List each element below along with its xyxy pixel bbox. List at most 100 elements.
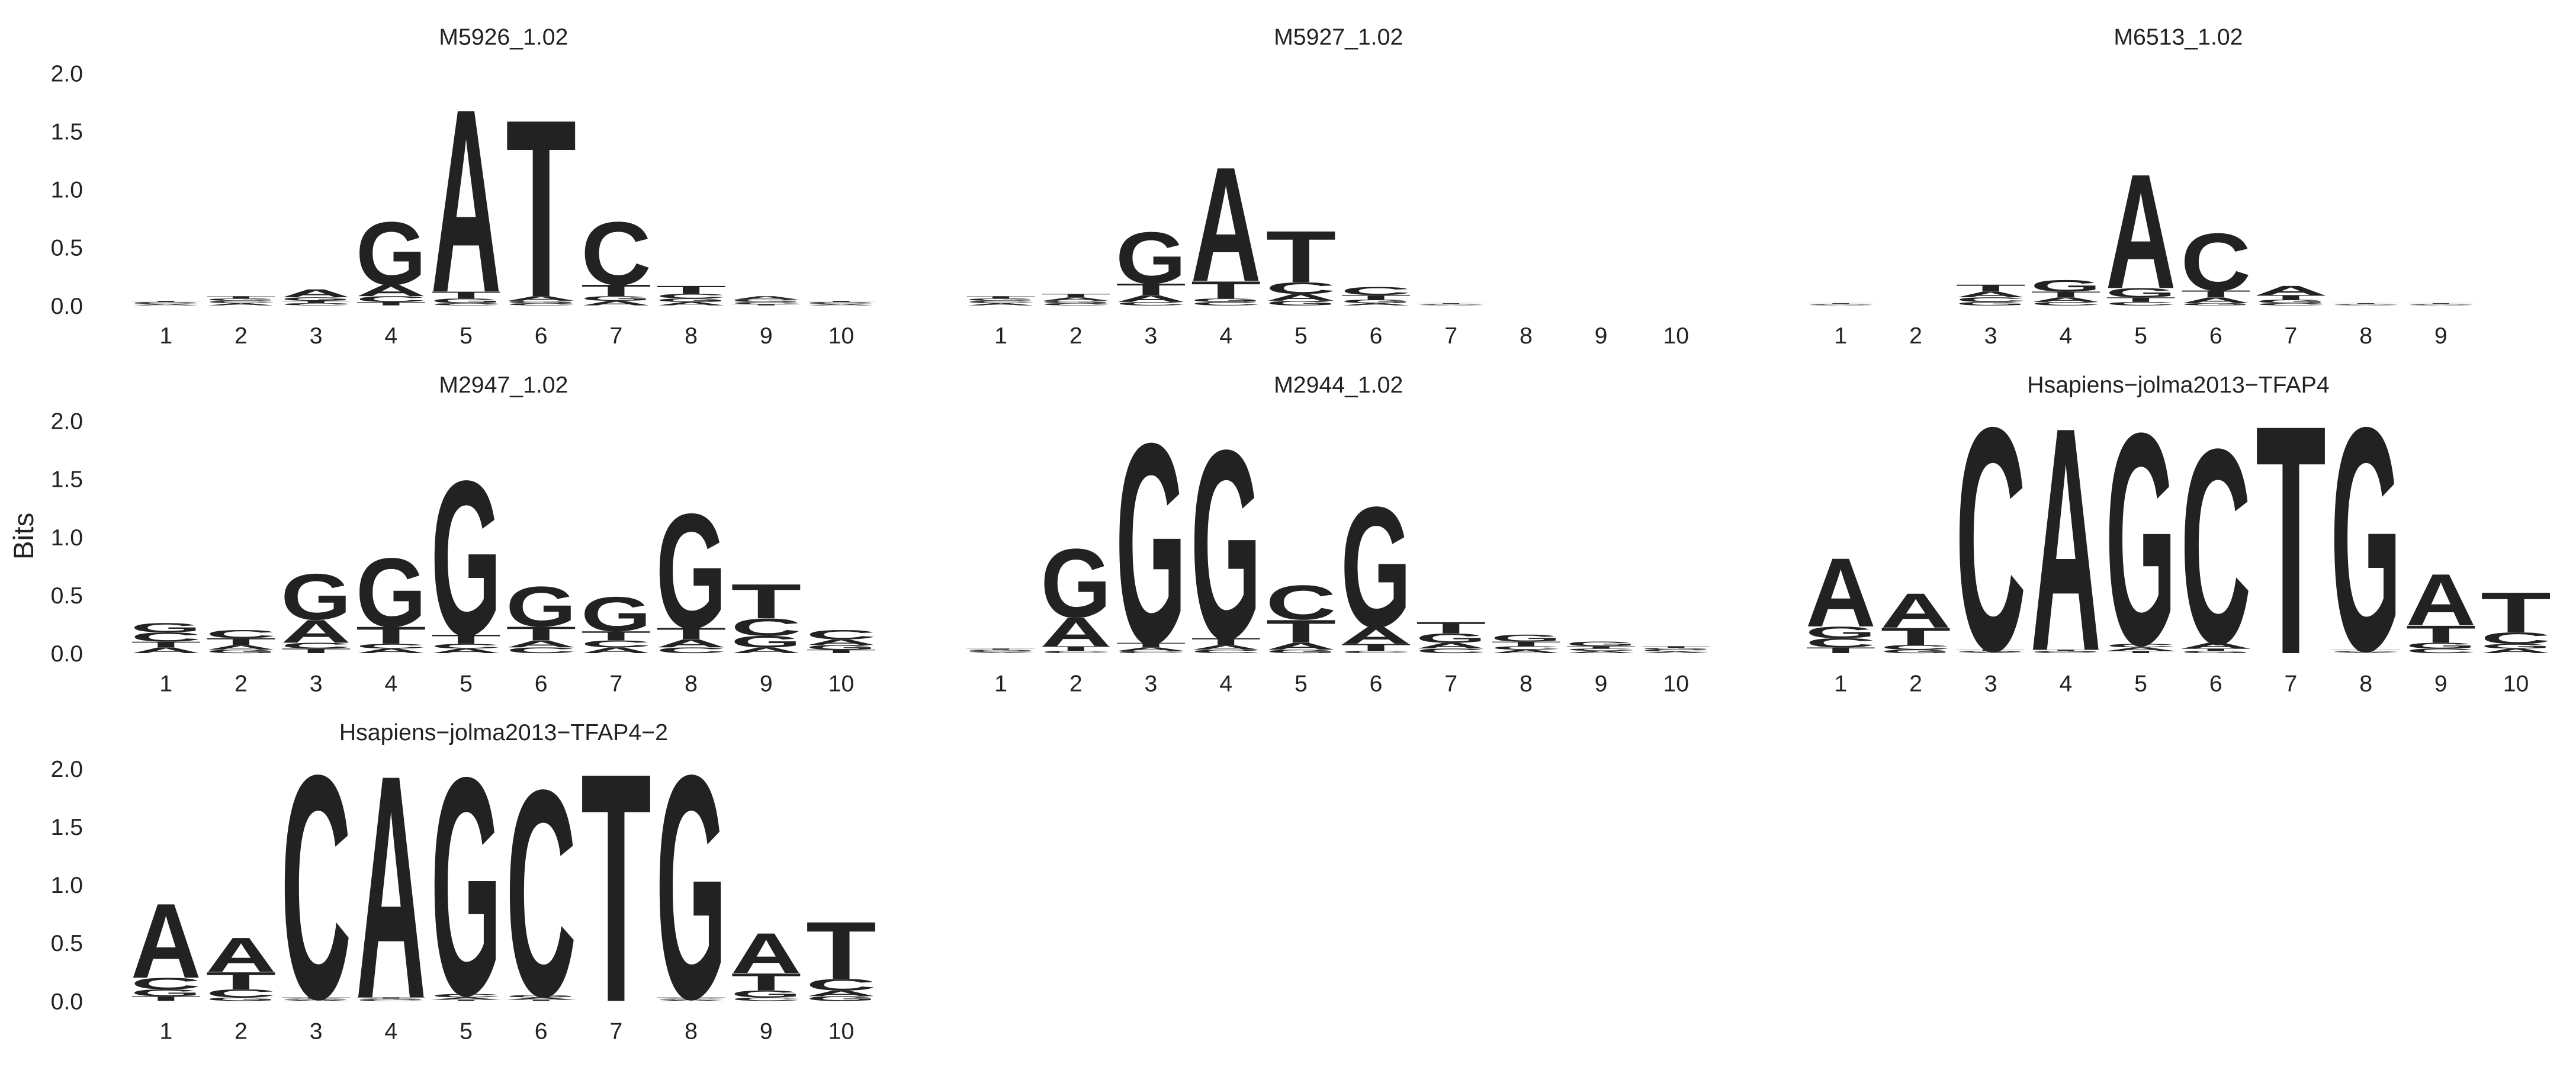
- logo-letter: A: [431, 997, 501, 1000]
- logo-letter: A: [2106, 140, 2176, 323]
- logo-letter: T: [1040, 293, 1111, 298]
- logo-letter: A: [1880, 583, 1951, 638]
- x-tick-label: 3: [310, 323, 323, 349]
- x-tick-label: 1: [159, 1018, 172, 1045]
- logo-letter: T: [1265, 613, 1336, 650]
- logo-letter: C: [1955, 296, 2026, 303]
- logo-letter: T: [1416, 303, 1486, 304]
- logo-letter: A: [356, 647, 426, 654]
- logo-letter: T: [431, 290, 501, 301]
- x-tick-label: 10: [2503, 670, 2529, 696]
- logo-letter: G: [2180, 303, 2251, 306]
- logo-letter: C: [2180, 216, 2251, 307]
- x-tick-label: 8: [2359, 670, 2372, 696]
- y-tick-label: 1.0: [51, 872, 83, 898]
- logo-letter: G: [1040, 300, 1111, 304]
- logo-letter: A: [806, 304, 876, 306]
- logo-letter: C: [281, 641, 351, 650]
- logo-letter: G: [2180, 650, 2251, 654]
- logo-letter: A: [1955, 652, 2026, 654]
- logo-letter: A: [2180, 641, 2251, 650]
- logo-letter: C: [1191, 301, 1261, 306]
- logo-letter: T: [431, 632, 501, 647]
- logo-letter: C: [431, 993, 501, 998]
- x-tick-label: 3: [310, 1018, 323, 1045]
- logo-letter: C: [1806, 635, 1876, 650]
- logo-letter: C: [1806, 304, 1876, 306]
- x-tick-label: 9: [2434, 323, 2447, 349]
- logo-letter: C: [205, 628, 276, 641]
- logo-letter: T: [1955, 650, 2026, 651]
- logo-letter: C: [281, 709, 351, 1066]
- x-tick-label: 6: [1370, 323, 1383, 349]
- logo-letter: A: [1341, 622, 1411, 649]
- x-tick-label: 10: [828, 670, 855, 696]
- logo-letter: C: [581, 203, 651, 304]
- logo-letter: T: [581, 705, 651, 1071]
- logo-letter: G: [281, 560, 351, 633]
- logo-letter: A: [656, 637, 727, 650]
- logo-letter: T: [506, 623, 576, 645]
- logo-letter: T: [356, 622, 426, 649]
- logo-letter: C: [806, 976, 876, 994]
- x-tick-label: 7: [609, 323, 622, 349]
- logo-letter: T: [356, 997, 426, 999]
- logo-letter: A: [806, 638, 876, 647]
- logo-letter: T: [205, 636, 276, 647]
- logo-letter: A: [2405, 305, 2476, 306]
- logo-letter: T: [2106, 296, 2176, 303]
- logo-letter: G: [1341, 471, 1411, 663]
- logo-letter: T: [2256, 294, 2326, 301]
- logo-letter: T: [731, 968, 801, 995]
- logo-letter: G: [731, 988, 801, 1000]
- logo-letter: A: [1265, 292, 1336, 303]
- logo-letter: T: [2331, 303, 2401, 304]
- logo-letter: T: [806, 905, 876, 996]
- logo-letter: G: [731, 299, 801, 303]
- logo-letter: A: [1955, 290, 2026, 299]
- x-tick-label: 9: [760, 670, 773, 696]
- logo-letter: C: [1416, 647, 1486, 654]
- x-tick-label: 7: [2285, 670, 2298, 696]
- y-axis-label: Bits: [8, 513, 40, 560]
- logo-letter: A: [1806, 538, 1876, 647]
- y-tick-label: 1.0: [51, 525, 83, 551]
- logo-letter: C: [506, 303, 576, 306]
- logo-letter: A: [581, 646, 651, 655]
- logo-letter: G: [2481, 642, 2551, 650]
- logo-letter: G: [2031, 277, 2101, 295]
- logo-letter: T: [1491, 640, 1561, 647]
- logo-letter: A: [2331, 305, 2401, 306]
- logo-letter: G: [2031, 651, 2101, 653]
- logo-letter: G: [1265, 649, 1336, 654]
- logo-letter: G: [2106, 285, 2176, 300]
- logo-letter: C: [2106, 301, 2176, 306]
- logo-letter: G: [656, 297, 727, 303]
- logo-letter: G: [656, 709, 727, 1066]
- logo-letter: T: [1341, 642, 1411, 653]
- logo-letter: T: [656, 625, 727, 643]
- logo-letter: C: [1341, 650, 1411, 654]
- x-tick-label: 9: [1595, 323, 1608, 349]
- logo-letter: T: [2106, 650, 2176, 654]
- logo-letter: T: [1806, 646, 1876, 655]
- logo-letter: A: [205, 927, 276, 982]
- x-tick-label: 9: [2434, 670, 2447, 696]
- y-tick-label: 0.0: [51, 988, 83, 1014]
- logo-letter: T: [806, 300, 876, 302]
- logo-letter: G: [1806, 624, 1876, 642]
- logo-letter: C: [1265, 279, 1336, 297]
- logo-letter: A: [1341, 303, 1411, 306]
- x-tick-label: 4: [1219, 323, 1232, 349]
- logo-letter: T: [1416, 619, 1486, 637]
- logo-letter: C: [1566, 648, 1636, 651]
- logo-letter: C: [2331, 304, 2401, 306]
- x-tick-label: 4: [2059, 323, 2072, 349]
- logo-letter: G: [131, 621, 201, 635]
- logo-letter: T: [2405, 303, 2476, 304]
- y-tick-label: 0.5: [51, 583, 83, 609]
- logo-letter: T: [1116, 280, 1186, 298]
- logo-letter: G: [356, 538, 426, 647]
- logo-letter: C: [2481, 629, 2551, 647]
